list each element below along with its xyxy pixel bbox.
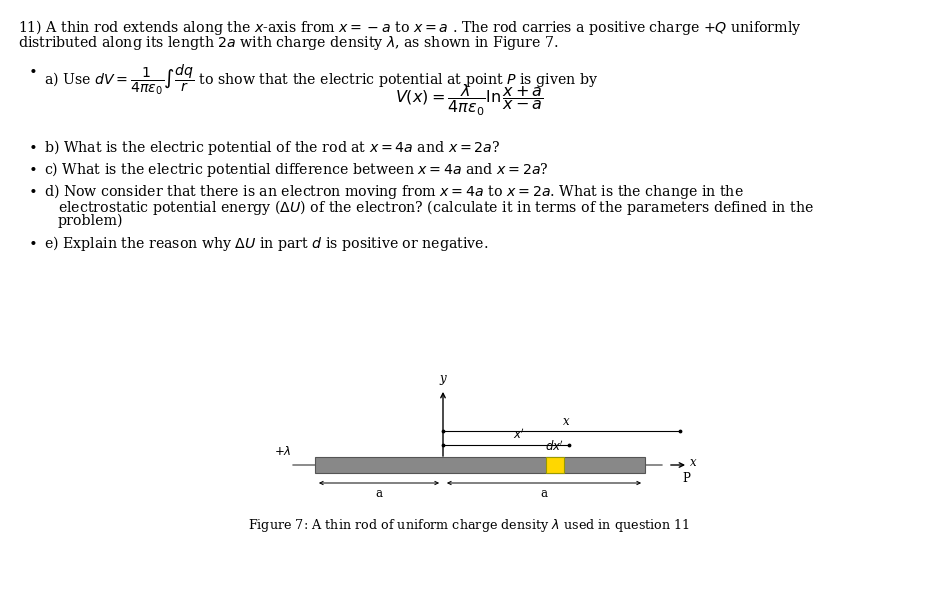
Text: $+\lambda$: $+\lambda$ [275, 445, 292, 458]
Text: $\bullet$: $\bullet$ [28, 182, 37, 196]
Text: e) Explain the reason why $\Delta U$ in part $d$ is positive or negative.: e) Explain the reason why $\Delta U$ in … [44, 234, 489, 253]
Text: $\bullet$: $\bullet$ [28, 62, 37, 76]
Text: $x'$: $x'$ [512, 428, 524, 442]
Text: x: x [563, 415, 569, 428]
Text: y: y [440, 372, 446, 385]
Text: a: a [375, 487, 383, 500]
Text: $\bullet$: $\bullet$ [28, 138, 37, 152]
Text: distributed along its length $2a$ with charge density $\lambda$, as shown in Fig: distributed along its length $2a$ with c… [18, 34, 559, 52]
Text: c) What is the electric potential difference between $x = 4a$ and $x = 2a$?: c) What is the electric potential differ… [44, 160, 549, 179]
Bar [546, 457, 564, 473]
Text: $\bullet$: $\bullet$ [28, 234, 37, 248]
Text: electrostatic potential energy ($\Delta U$) of the electron? (calculate it in te: electrostatic potential energy ($\Delta … [58, 198, 814, 217]
Text: a: a [540, 487, 548, 500]
Text: P: P [682, 472, 689, 485]
Text: b) What is the electric potential of the rod at $x = 4a$ and $x = 2a$?: b) What is the electric potential of the… [44, 138, 500, 157]
Text: a) Use $dV = \dfrac{1}{4\pi\varepsilon_0} \int \dfrac{dq}{r}$ to show that the e: a) Use $dV = \dfrac{1}{4\pi\varepsilon_0… [44, 62, 598, 97]
Text: problem): problem) [58, 214, 124, 229]
Text: $V(x) = \dfrac{\lambda}{4\pi\varepsilon_0} \ln\dfrac{x+a}{x-a}$: $V(x) = \dfrac{\lambda}{4\pi\varepsilon_… [395, 82, 543, 118]
Text: 11) A thin rod extends along the $x$-axis from $x = -a$ to $x = a$ . The rod car: 11) A thin rod extends along the $x$-axi… [18, 18, 802, 37]
Text: Figure 7: A thin rod of uniform charge density $\lambda$ used in question 11: Figure 7: A thin rod of uniform charge d… [248, 517, 690, 534]
Text: d) Now consider that there is an electron moving from $x = 4a$ to $x = 2a$. What: d) Now consider that there is an electro… [44, 182, 744, 201]
Text: $\bullet$: $\bullet$ [28, 160, 37, 174]
Bar [315, 457, 645, 473]
Text: $dx'$: $dx'$ [545, 439, 565, 454]
Text: x: x [690, 457, 697, 469]
